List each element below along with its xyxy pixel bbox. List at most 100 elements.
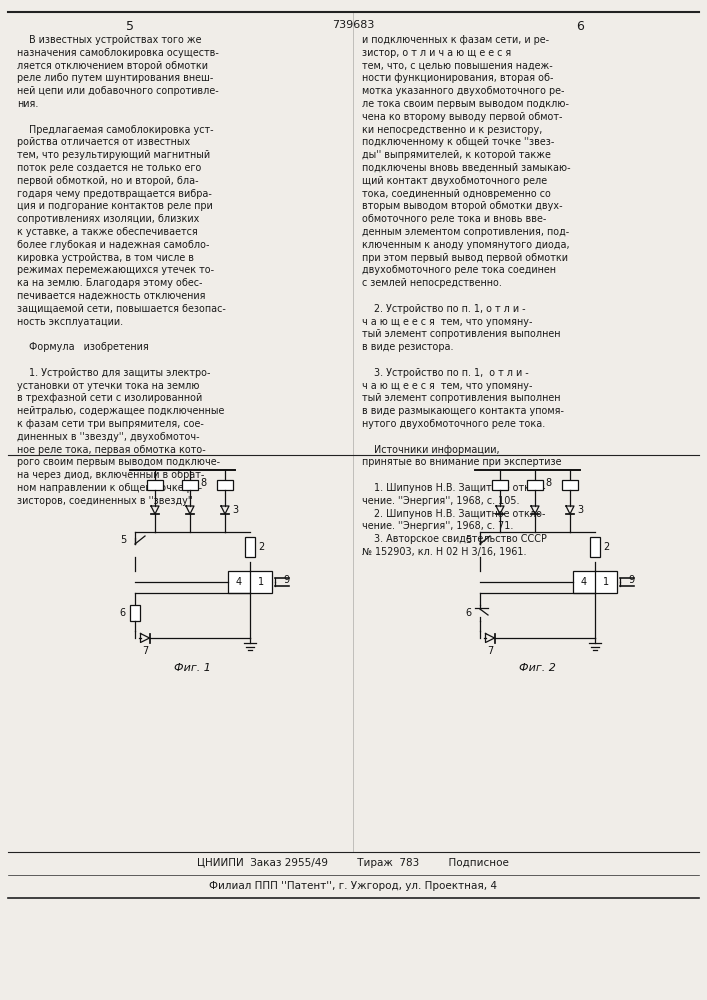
Text: щий контакт двухобмоточного реле: щий контакт двухобмоточного реле bbox=[362, 176, 547, 186]
Text: ды'' выпрямителей, к которой также: ды'' выпрямителей, к которой также bbox=[362, 150, 551, 160]
Text: чена ко второму выводу первой обмот-: чена ко второму выводу первой обмот- bbox=[362, 112, 563, 122]
Text: В известных устройствах того же: В известных устройствах того же bbox=[17, 35, 201, 45]
Text: 2. Шипунов Н.В. Защитное откло-: 2. Шипунов Н.В. Защитное откло- bbox=[362, 509, 546, 519]
Text: ция и подгорание контактов реле при: ция и подгорание контактов реле при bbox=[17, 201, 213, 211]
Text: чение. ''Энергия'', 1968, с. 105.: чение. ''Энергия'', 1968, с. 105. bbox=[362, 496, 520, 506]
Text: 5: 5 bbox=[126, 20, 134, 33]
Text: чение. ''Энергия'', 1968, с. 71.: чение. ''Энергия'', 1968, с. 71. bbox=[362, 521, 513, 531]
Text: ности функционирования, вторая об-: ности функционирования, вторая об- bbox=[362, 73, 554, 83]
Text: ле тока своим первым выводом подклю-: ле тока своим первым выводом подклю- bbox=[362, 99, 569, 109]
Text: 9: 9 bbox=[283, 575, 289, 585]
Text: 2: 2 bbox=[258, 542, 264, 552]
Text: 2. Устройство по п. 1, о т л и -: 2. Устройство по п. 1, о т л и - bbox=[362, 304, 525, 314]
Text: обмоточного реле тока и вновь вве-: обмоточного реле тока и вновь вве- bbox=[362, 214, 547, 224]
Text: 4: 4 bbox=[236, 577, 242, 587]
Text: нейтралью, содержащее подключенные: нейтралью, содержащее подключенные bbox=[17, 406, 224, 416]
Text: Фиг. 1: Фиг. 1 bbox=[174, 663, 211, 673]
Text: Фиг. 2: Фиг. 2 bbox=[519, 663, 556, 673]
Text: ч а ю щ е е с я  тем, что упомяну-: ч а ю щ е е с я тем, что упомяну- bbox=[362, 317, 532, 327]
Text: в трехфазной сети с изолированной: в трехфазной сети с изолированной bbox=[17, 393, 202, 403]
Text: назначения самоблокировка осуществ-: назначения самоблокировка осуществ- bbox=[17, 48, 219, 58]
Text: Формула   изобретения: Формула изобретения bbox=[17, 342, 148, 352]
Bar bbox=[182, 480, 198, 490]
Text: 2: 2 bbox=[603, 542, 609, 552]
Bar bbox=[228, 571, 272, 593]
Text: 4: 4 bbox=[581, 577, 587, 587]
Text: кировка устройства, в том числе в: кировка устройства, в том числе в bbox=[17, 253, 194, 263]
Text: ное реле тока, первая обмотка кото-: ное реле тока, первая обмотка кото- bbox=[17, 445, 206, 455]
Bar bbox=[492, 480, 508, 490]
Text: тем, что, с целью повышения надеж-: тем, что, с целью повышения надеж- bbox=[362, 61, 553, 71]
Text: 9: 9 bbox=[628, 575, 634, 585]
Text: годаря чему предотвращается вибра-: годаря чему предотвращается вибра- bbox=[17, 189, 212, 199]
Text: нутого двухобмоточного реле тока.: нутого двухобмоточного реле тока. bbox=[362, 419, 545, 429]
Text: диненных в ''звезду'', двухобмоточ-: диненных в ''звезду'', двухобмоточ- bbox=[17, 432, 199, 442]
Bar bbox=[130, 605, 140, 621]
Text: принятые во внимание при экспертизе: принятые во внимание при экспертизе bbox=[362, 457, 561, 467]
Text: 6: 6 bbox=[465, 608, 471, 618]
Text: на через диод, включенный в обрат-: на через диод, включенный в обрат- bbox=[17, 470, 204, 480]
Bar bbox=[573, 571, 617, 593]
Text: ность эксплуатации.: ность эксплуатации. bbox=[17, 317, 123, 327]
Text: тый элемент сопротивления выполнен: тый элемент сопротивления выполнен bbox=[362, 329, 561, 339]
Text: двухобмоточного реле тока соединен: двухобмоточного реле тока соединен bbox=[362, 265, 556, 275]
Text: тем, что результирующий магнитный: тем, что результирующий магнитный bbox=[17, 150, 210, 160]
Text: зисторов, соединенных в ''звезду'': зисторов, соединенных в ''звезду'' bbox=[17, 496, 193, 506]
Text: 1. Шипунов Н.В. Защитное откло-: 1. Шипунов Н.В. Защитное откло- bbox=[362, 483, 546, 493]
Text: подключенному к общей точке ''звез-: подключенному к общей точке ''звез- bbox=[362, 137, 554, 147]
Text: при этом первый вывод первой обмотки: при этом первый вывод первой обмотки bbox=[362, 253, 568, 263]
Text: 8: 8 bbox=[545, 478, 551, 488]
Text: Источники информации,: Источники информации, bbox=[362, 445, 500, 455]
Text: 739683: 739683 bbox=[332, 20, 374, 30]
Text: ном направлении к общей точке ре-: ном направлении к общей точке ре- bbox=[17, 483, 202, 493]
Text: 3. Авторское свидетельство СССР: 3. Авторское свидетельство СССР bbox=[362, 534, 547, 544]
Text: ройства отличается от известных: ройства отличается от известных bbox=[17, 137, 190, 147]
Text: ки непосредственно и к резистору,: ки непосредственно и к резистору, bbox=[362, 125, 542, 135]
Text: вторым выводом второй обмотки двух-: вторым выводом второй обмотки двух- bbox=[362, 201, 563, 211]
Text: режимах перемежающихся утечек то-: режимах перемежающихся утечек то- bbox=[17, 265, 214, 275]
Text: 6: 6 bbox=[576, 20, 584, 33]
Text: 3. Устройство по п. 1,  о т л и -: 3. Устройство по п. 1, о т л и - bbox=[362, 368, 529, 378]
Text: сопротивлениях изоляции, близких: сопротивлениях изоляции, близких bbox=[17, 214, 199, 224]
Text: к уставке, а также обеспечивается: к уставке, а также обеспечивается bbox=[17, 227, 198, 237]
Text: в виде резистора.: в виде резистора. bbox=[362, 342, 453, 352]
Text: тый элемент сопротивления выполнен: тый элемент сопротивления выполнен bbox=[362, 393, 561, 403]
Text: рого своим первым выводом подключе-: рого своим первым выводом подключе- bbox=[17, 457, 220, 467]
Text: в виде размыкающего контакта упомя-: в виде размыкающего контакта упомя- bbox=[362, 406, 564, 416]
Text: более глубокая и надежная самобло-: более глубокая и надежная самобло- bbox=[17, 240, 209, 250]
Text: Филиал ППП ''Патент'', г. Ужгород, ул. Проектная, 4: Филиал ППП ''Патент'', г. Ужгород, ул. П… bbox=[209, 881, 497, 891]
Text: 7: 7 bbox=[142, 646, 148, 656]
Text: № 152903, кл. Н 02 Н 3/16, 1961.: № 152903, кл. Н 02 Н 3/16, 1961. bbox=[362, 547, 527, 557]
Text: ния.: ния. bbox=[17, 99, 38, 109]
Text: тока, соединенный одновременно со: тока, соединенный одновременно со bbox=[362, 189, 551, 199]
Bar bbox=[147, 480, 163, 490]
Text: поток реле создается не только его: поток реле создается не только его bbox=[17, 163, 201, 173]
Bar bbox=[217, 480, 233, 490]
Text: ч а ю щ е е с я  тем, что упомяну-: ч а ю щ е е с я тем, что упомяну- bbox=[362, 381, 532, 391]
Text: 1. Устройство для защиты электро-: 1. Устройство для защиты электро- bbox=[17, 368, 211, 378]
Text: зистор, о т л и ч а ю щ е е с я: зистор, о т л и ч а ю щ е е с я bbox=[362, 48, 511, 58]
Text: 3: 3 bbox=[577, 505, 583, 515]
Text: Предлагаемая самоблокировка уст-: Предлагаемая самоблокировка уст- bbox=[17, 125, 214, 135]
Text: установки от утечки тока на землю: установки от утечки тока на землю bbox=[17, 381, 199, 391]
Text: и подключенных к фазам сети, и ре-: и подключенных к фазам сети, и ре- bbox=[362, 35, 549, 45]
Bar bbox=[590, 537, 600, 557]
Text: мотка указанного двухобмоточного ре-: мотка указанного двухобмоточного ре- bbox=[362, 86, 564, 96]
Text: ляется отключением второй обмотки: ляется отключением второй обмотки bbox=[17, 61, 208, 71]
Text: 1: 1 bbox=[258, 577, 264, 587]
Text: к фазам сети три выпрямителя, сое-: к фазам сети три выпрямителя, сое- bbox=[17, 419, 204, 429]
Text: 6: 6 bbox=[120, 608, 126, 618]
Text: 1: 1 bbox=[603, 577, 609, 587]
Bar bbox=[245, 537, 255, 557]
Text: 7: 7 bbox=[487, 646, 493, 656]
Text: подключены вновь введенный замыкаю-: подключены вновь введенный замыкаю- bbox=[362, 163, 571, 173]
Text: первой обмоткой, но и второй, бла-: первой обмоткой, но и второй, бла- bbox=[17, 176, 199, 186]
Text: 8: 8 bbox=[200, 478, 206, 488]
Text: ЦНИИПИ  Заказ 2955/49         Тираж  783         Подписное: ЦНИИПИ Заказ 2955/49 Тираж 783 Подписное bbox=[197, 858, 509, 868]
Text: печивается надежность отключения: печивается надежность отключения bbox=[17, 291, 206, 301]
Text: ней цепи или добавочного сопротивле-: ней цепи или добавочного сопротивле- bbox=[17, 86, 218, 96]
Bar bbox=[527, 480, 543, 490]
Text: ключенным к аноду упомянутого диода,: ключенным к аноду упомянутого диода, bbox=[362, 240, 570, 250]
Text: реле либо путем шунтирования внеш-: реле либо путем шунтирования внеш- bbox=[17, 73, 214, 83]
Text: защищаемой сети, повышается безопас-: защищаемой сети, повышается безопас- bbox=[17, 304, 226, 314]
